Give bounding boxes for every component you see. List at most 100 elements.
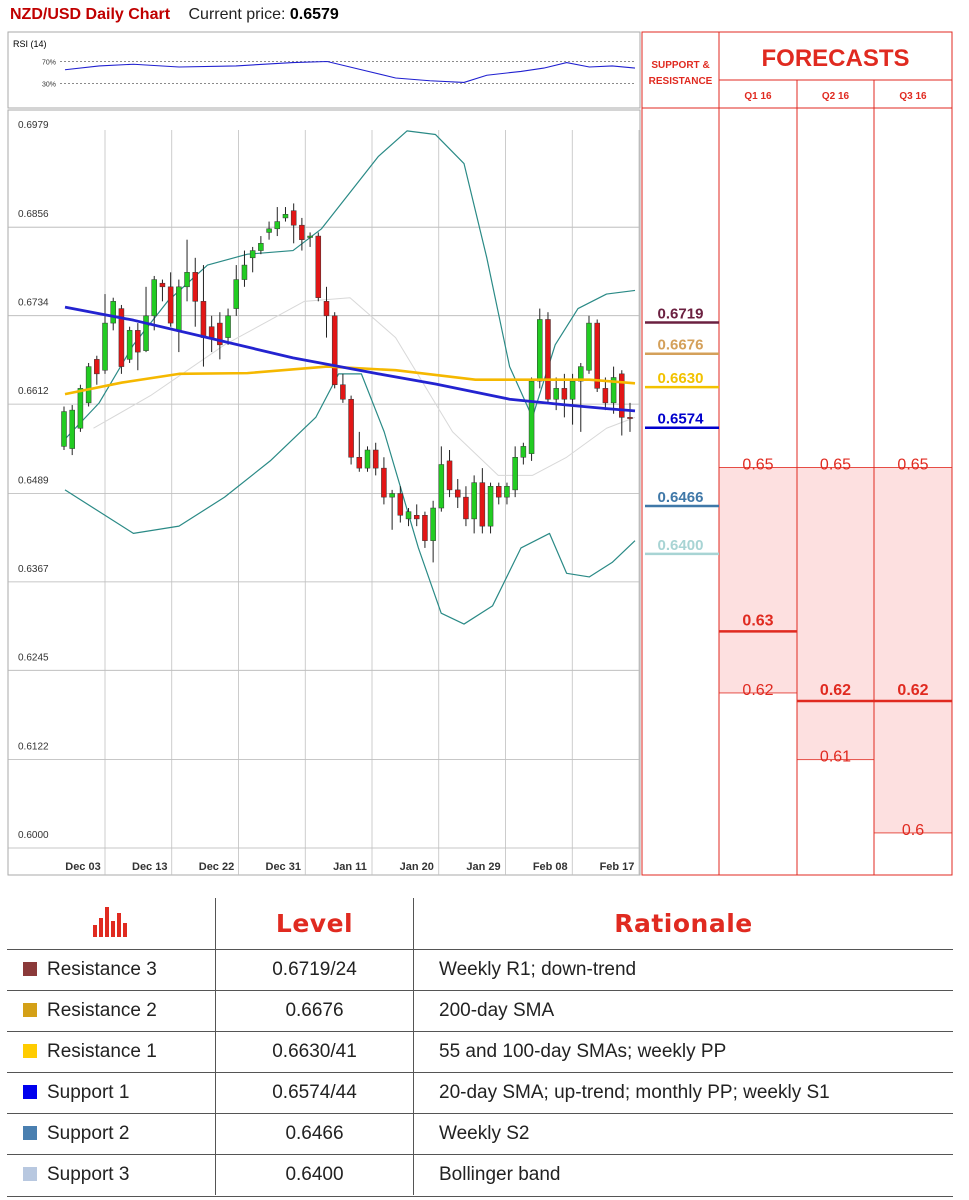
candle-body <box>307 235 313 238</box>
candle-body <box>233 279 240 309</box>
rsi-label: RSI (14) <box>13 39 47 49</box>
candle-body <box>61 411 67 447</box>
levels-table: Level Rationale Resistance 3 0.6719/24 Wee… <box>7 898 953 1195</box>
level-color-swatch <box>23 962 37 976</box>
level-name: Resistance 3 <box>47 959 157 980</box>
y-tick-label: 0.6122 <box>18 742 49 753</box>
price-label: Current price: <box>188 6 286 23</box>
candle-body <box>487 486 494 527</box>
forecast-value: 0.62 <box>820 682 851 699</box>
sr-level-value: 0.6676 <box>658 337 704 354</box>
y-tick-label: 0.6734 <box>18 298 49 309</box>
level-value: 0.6630/41 <box>215 1031 414 1073</box>
level-color-swatch <box>23 1003 37 1017</box>
y-tick-label: 0.6245 <box>18 652 49 663</box>
candle-body <box>372 449 379 469</box>
candle-body <box>528 380 535 454</box>
level-rationale: 200-day SMA <box>413 990 953 1032</box>
candle-body <box>176 286 182 331</box>
x-tick-label: Feb 17 <box>600 861 635 873</box>
candle-body <box>463 496 469 520</box>
level-color-swatch <box>23 1167 37 1181</box>
table-row: Resistance 2 0.6676 200-day SMA <box>7 990 953 1032</box>
level-header: Level <box>275 909 354 938</box>
quarter-label: Q1 16 <box>744 91 772 102</box>
candle-body <box>274 221 281 230</box>
x-tick-label: Jan 11 <box>333 861 367 873</box>
x-tick-label: Dec 31 <box>266 861 301 873</box>
candle-body <box>200 301 207 338</box>
candle-body <box>348 398 354 458</box>
chart-header: NZD/USD Daily Chart Current price: 0.657… <box>10 6 339 24</box>
candle-body <box>545 319 551 400</box>
forecast-range-box <box>873 467 953 834</box>
candle-body <box>610 377 617 404</box>
candle-body <box>241 264 248 280</box>
candle-body <box>159 282 166 288</box>
y-tick-label: 0.6367 <box>18 564 49 575</box>
candle-body <box>225 315 231 338</box>
candle-body <box>553 388 559 400</box>
candle-body <box>454 489 461 498</box>
level-rationale: Weekly R1; down-trend <box>413 949 953 991</box>
candle-body <box>602 388 609 404</box>
candle-body <box>512 457 518 491</box>
table-header-row: Level Rationale <box>7 898 953 950</box>
candle-body <box>110 301 116 324</box>
level-name: Support 3 <box>47 1164 130 1185</box>
candle-body <box>85 366 92 404</box>
candle-body <box>217 322 223 346</box>
rsi-30-label: 30% <box>42 82 56 89</box>
candle-body <box>594 322 600 389</box>
bar-chart-icon <box>7 898 216 950</box>
candle-body <box>356 457 363 469</box>
bollinger-lower-line <box>64 373 636 625</box>
y-tick-label: 0.6856 <box>18 209 49 220</box>
rsi-line <box>64 60 636 83</box>
sr-title-line2: RESISTANCE <box>649 76 713 87</box>
forecast-value: 0.65 <box>742 456 773 473</box>
y-tick-label: 0.6979 <box>18 120 49 131</box>
candle-body <box>258 243 264 251</box>
sr-level-value: 0.6466 <box>658 489 704 506</box>
x-tick-label: Dec 03 <box>65 861 100 873</box>
level-value: 0.6676 <box>215 990 414 1032</box>
forecast-value: 0.65 <box>897 456 928 473</box>
level-value: 0.6400 <box>215 1154 414 1195</box>
forecast-value: 0.62 <box>897 682 928 699</box>
chart-area: RSI (14) 70% 30% 0.6979 0.6856 0.6734 0.6612 0.… <box>7 31 953 876</box>
candle-body <box>364 449 371 469</box>
y-tick-label: 0.6000 <box>18 830 49 841</box>
sma-grey-line <box>93 297 636 476</box>
forecast-value: 0.6 <box>902 822 924 839</box>
level-rationale: 55 and 100-day SMAs; weekly PP <box>413 1031 953 1073</box>
rationale-header: Rationale <box>614 909 753 938</box>
candle-body <box>126 330 133 360</box>
rsi-panel <box>7 31 641 109</box>
candle-body <box>405 511 412 520</box>
forecast-range-box <box>718 467 798 694</box>
candle-body <box>282 214 289 219</box>
candle-body <box>249 250 256 259</box>
candle-body <box>315 235 322 298</box>
candle-body <box>537 319 543 382</box>
table-row: Resistance 3 0.6719/24 Weekly R1; down-tre… <box>7 949 953 991</box>
y-tick-label: 0.6489 <box>18 475 49 486</box>
candle-body <box>627 417 633 419</box>
bollinger-upper-line <box>64 130 636 440</box>
candle-body <box>135 330 141 353</box>
forecasts-title: FORECASTS <box>761 45 909 72</box>
rsi-70-label: 70% <box>42 60 56 67</box>
candle-body <box>586 322 592 371</box>
table-row: Support 2 0.6466 Weekly S2 <box>7 1113 953 1155</box>
candle-body <box>167 286 174 324</box>
candle-body <box>340 384 346 400</box>
level-name: Resistance 2 <box>47 1000 157 1021</box>
x-tick-label: Feb 08 <box>533 861 568 873</box>
level-rationale: Bollinger band <box>413 1154 953 1195</box>
candle-body <box>323 301 330 317</box>
candle-body <box>192 272 198 302</box>
table-row: Support 3 0.6400 Bollinger band <box>7 1154 953 1195</box>
candle-body <box>422 515 428 541</box>
candle-body <box>569 380 576 400</box>
